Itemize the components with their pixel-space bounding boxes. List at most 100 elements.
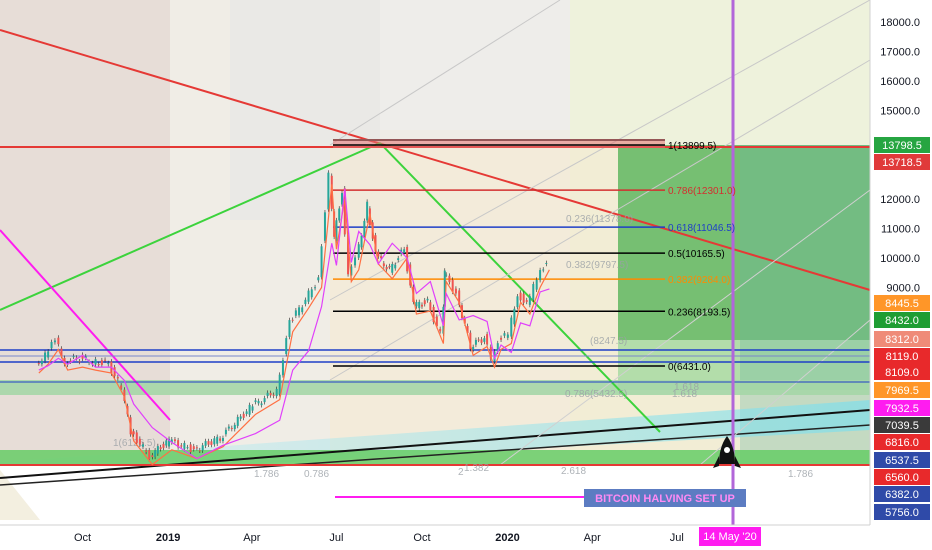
price-tag-label: 7969.5 [885,385,919,397]
candle-body [135,432,138,444]
candle-body [403,249,406,253]
candle-body [423,300,426,305]
price-tag [874,417,930,433]
candle-body [382,263,385,267]
candle-body [269,392,272,396]
faint-fib-label: 0.382(9797.5) [566,260,628,271]
x-tick-label: 2019 [156,532,180,544]
candle-body [525,300,528,302]
y-tick-label: 11000.0 [881,224,920,236]
candle-body [132,431,135,435]
candle-body [307,290,310,302]
candle-body [100,360,103,365]
candle-body [168,438,171,447]
price-tag [874,154,930,170]
candle-body [116,377,119,379]
faint-fib-label: 2.618 [561,466,586,477]
candle-body [123,389,126,401]
candle-body [81,354,84,359]
price-tag-label: 8119.0 [886,351,919,363]
candle-body [458,290,461,305]
candle-body [183,442,186,449]
candle-body [263,398,266,403]
price-tag-label: 8109.0 [885,367,919,379]
faint-fib-label: 0.236(11378.0) [566,214,633,225]
x-tick-label: Oct [413,532,430,544]
candle-body [420,304,423,307]
candle-body [522,293,525,303]
x-axis: Oct 2019 Apr Jul Oct 2020 Apr Jul 14 May '20 [0,524,932,550]
moving-average-line [38,188,550,460]
candle-body [207,441,210,445]
x-tick-label: Apr [584,532,601,544]
faint-fib-label: 1.618 [672,389,697,400]
candle-body [466,325,469,334]
x-tick-label: Jul [329,532,343,544]
candle-body [145,450,148,452]
candle-body [75,357,78,359]
candle-body [469,332,472,349]
candle-body [415,302,418,307]
candle-body [472,346,475,350]
candle-body [201,445,204,451]
price-tag [874,434,930,450]
candle-body [374,235,377,252]
price-tag [874,364,930,380]
fib-label: 0.236(8193.5) [668,307,730,318]
candle-body [388,266,391,268]
candle-body [338,208,341,221]
candle-body [180,445,183,447]
candle-body [165,440,168,446]
price-tag [874,312,930,328]
rocket-icon [713,436,741,468]
candle-body [141,444,144,447]
candle-body [84,356,87,358]
candle-body [151,455,154,458]
y-tick-label: 17000.0 [880,47,920,59]
y-tick-label: 10000.0 [880,253,920,265]
candle-body [272,394,275,396]
candle-body [154,450,157,457]
candle-body [44,352,47,361]
candle-body [545,262,548,264]
candle-body [439,329,442,332]
candle-body [251,406,254,411]
candle-body [120,385,123,389]
candle-body [219,438,222,441]
faint-fib-label: 1.618 [674,382,699,393]
fib-retracement: 1(13899.5) 0.786(12301.0) 0.618(11046.5) 0.… [113,141,813,480]
candle-body [63,357,66,365]
fib-label: 0.382(9284.0) [668,275,730,286]
candle-body [230,427,233,429]
candle-body [443,270,446,307]
candle-body [162,443,165,448]
candle-body [377,251,380,257]
candle-body [350,266,353,276]
candle-body [294,310,297,316]
candle-body [210,441,213,445]
price-tag-label: 7932.5 [885,403,919,415]
candle-body [78,361,81,363]
y-tick-label: 12000.0 [880,194,920,206]
halving-banner: BITCOIN HALVING SET UP [584,489,746,507]
candle-body [254,400,257,403]
faint-fib-label: 1.382 [464,463,489,474]
price-tag-label: 5756.0 [885,507,919,519]
candle-body [426,298,429,301]
candle-body [513,308,516,325]
price-tag [874,137,930,153]
candle-body [385,267,388,270]
candle-body [489,346,492,359]
faint-fib-label: 1.786 [254,469,279,480]
fib-label: 0.618(11046.5) [668,223,735,234]
candle-body [327,172,330,210]
candle-body [528,296,531,305]
candle-body [335,220,338,242]
candle-body [72,356,75,358]
candle-body [418,301,421,309]
candle-body [227,426,230,429]
candle-body [429,302,432,310]
candle-body [500,337,503,340]
background-zones [0,0,870,520]
